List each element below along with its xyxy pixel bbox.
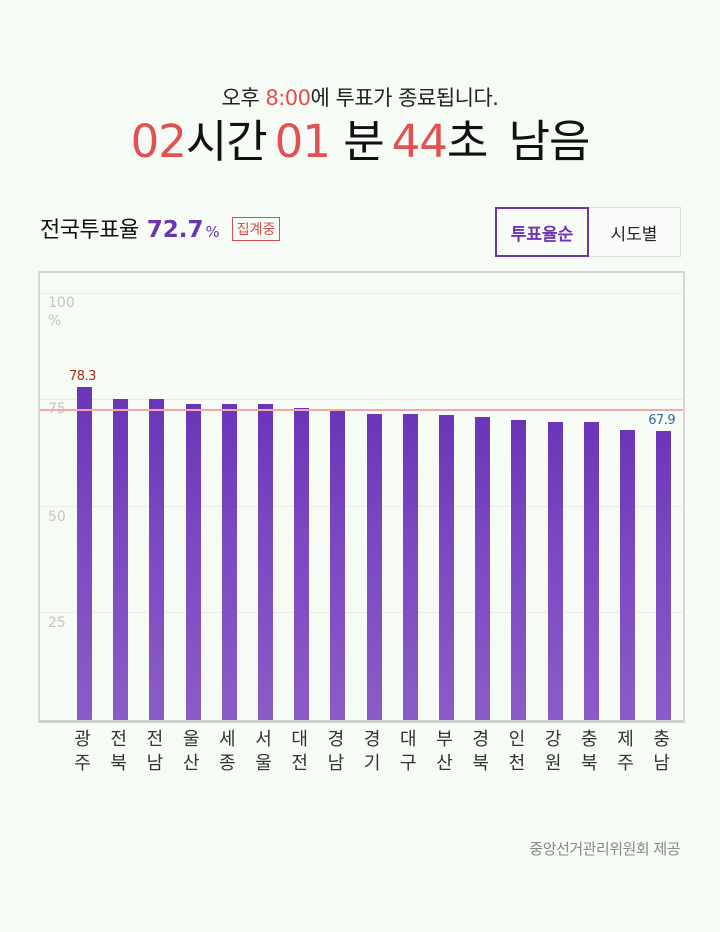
ytick-75: 75 <box>48 401 66 417</box>
sort-by-turnout-button[interactable]: 투표율순 <box>495 207 589 257</box>
countdown-seconds-unit: 초 <box>446 115 488 168</box>
countdown-hours-unit: 시간 <box>185 115 268 168</box>
bar-대구 <box>402 413 418 720</box>
national-turnout-label: 전국투표율 <box>40 218 139 243</box>
notice-prefix: 오후 <box>221 86 266 110</box>
national-turnout-summary: 전국투표율 72.7 % 집계중 <box>40 212 281 244</box>
bar-대전 <box>294 408 310 720</box>
bar-충북 <box>583 421 599 720</box>
ytick-25: 25 <box>48 615 66 631</box>
bar-제주 <box>620 430 635 720</box>
bar-세종 <box>221 404 237 720</box>
countdown-minutes: 01 <box>274 115 331 168</box>
counting-status-badge: 집계중 <box>231 217 281 241</box>
bar-전북 <box>113 399 129 720</box>
ytick-unit: % <box>48 313 62 329</box>
countdown-hours: 02 <box>130 115 187 168</box>
bar-광주 <box>77 387 92 720</box>
min-value-label: 67.9 <box>648 413 676 429</box>
gridline-50 <box>40 506 683 507</box>
bar-울산 <box>185 404 201 720</box>
gridline-75 <box>40 399 683 400</box>
national-average-line <box>40 409 683 412</box>
bar-서울 <box>258 404 273 720</box>
gridline-25 <box>40 612 683 613</box>
national-turnout-value: 72.7 <box>146 217 204 243</box>
notice-suffix: 에 투표가 종료됩니다. <box>310 86 499 110</box>
sort-toggle: 투표율순 시도별 <box>495 207 681 257</box>
bar-강원 <box>547 421 563 720</box>
countdown-minutes-unit: 분 <box>343 115 384 168</box>
data-source-credit: 중앙선거관리위원회 제공 <box>529 840 680 858</box>
notice-time: 8:00 <box>265 86 311 110</box>
bar-경북 <box>475 416 491 720</box>
countdown-seconds: 44 <box>391 115 448 168</box>
max-value-label: 78.3 <box>69 369 96 385</box>
ytick-100: 100 <box>48 295 75 311</box>
sort-by-region-button[interactable]: 시도별 <box>610 224 658 245</box>
bar-경남 <box>330 410 346 720</box>
ytick-50: 50 <box>48 509 66 525</box>
turnout-bar-chart: 100 % 75 50 25 78.3 67.9 <box>38 271 685 723</box>
bar-부산 <box>439 415 454 720</box>
voting-end-notice: 오후 8:00에 투표가 종료됩니다. <box>0 82 720 112</box>
national-turnout-unit: % <box>205 223 220 241</box>
bar-전남 <box>149 399 165 720</box>
bar-경기 <box>366 413 382 720</box>
countdown-timer: 02시간 01 분 44초 남음 <box>0 112 720 172</box>
bar-인천 <box>511 419 527 720</box>
bar-충남 <box>656 431 672 720</box>
countdown-remaining: 남음 <box>508 115 591 168</box>
gridline-100 <box>40 293 683 294</box>
